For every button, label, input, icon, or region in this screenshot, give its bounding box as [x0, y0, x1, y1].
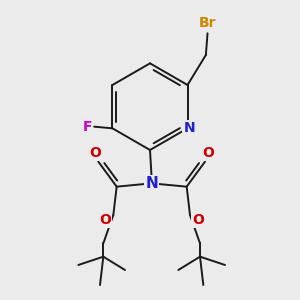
Text: O: O	[89, 146, 101, 160]
Text: O: O	[202, 146, 214, 160]
Text: N: N	[183, 121, 195, 135]
Text: Br: Br	[199, 16, 216, 30]
Text: O: O	[99, 213, 111, 227]
Text: O: O	[192, 213, 204, 227]
Text: N: N	[145, 176, 158, 191]
Text: F: F	[83, 120, 92, 134]
